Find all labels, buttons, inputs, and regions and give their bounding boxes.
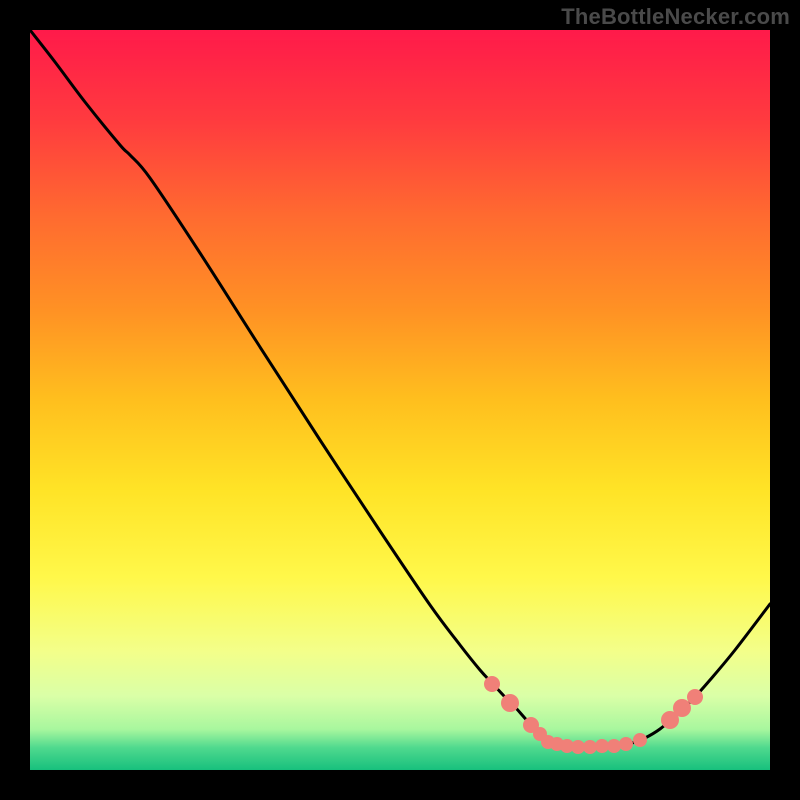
data-marker [583,740,597,754]
data-marker [484,676,500,692]
watermark-text: TheBottleNecker.com [561,4,790,30]
data-marker [595,739,609,753]
chart-container: TheBottleNecker.com [0,0,800,800]
data-marker [571,740,585,754]
chart-svg [30,30,770,770]
data-marker [619,737,633,751]
data-marker [501,694,519,712]
plot-area [30,30,770,770]
data-marker [687,689,703,705]
data-marker [673,699,691,717]
data-marker [607,739,621,753]
data-marker [633,733,647,747]
gradient-background [30,30,770,770]
